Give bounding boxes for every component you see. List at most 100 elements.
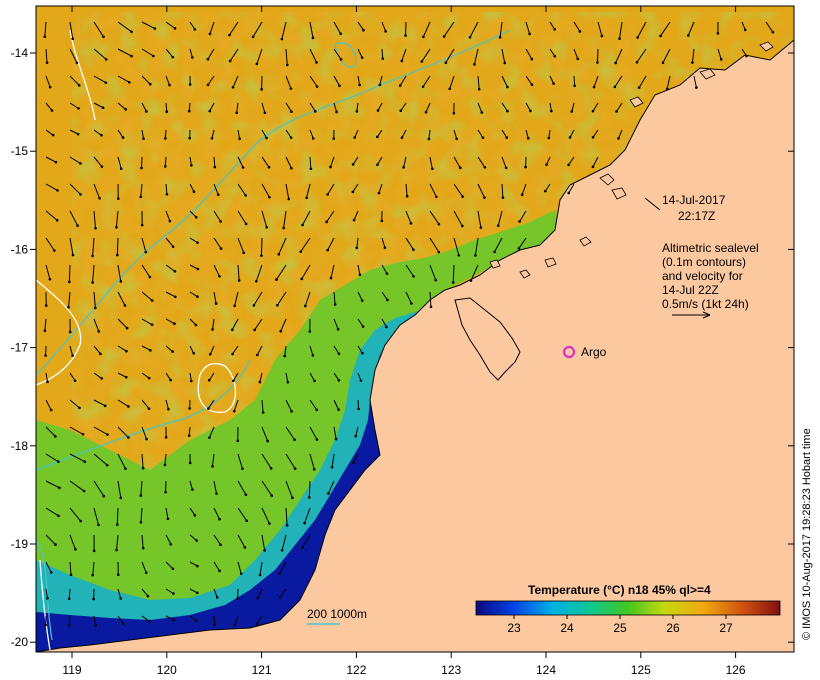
velocity-vector-head	[54, 435, 57, 438]
velocity-vector	[45, 183, 58, 191]
velocity-vector-head	[188, 461, 192, 465]
velocity-vector-head	[172, 618, 175, 622]
velocity-vector	[45, 264, 51, 280]
velocity-vector	[189, 372, 192, 382]
velocity-vector-head	[477, 87, 481, 91]
velocity-vector	[213, 507, 220, 520]
velocity-vector-head	[55, 218, 59, 222]
velocity-vector	[428, 129, 431, 140]
velocity-vector	[257, 588, 263, 599]
velocity-vector	[117, 372, 127, 378]
velocity-vector-head	[358, 83, 361, 87]
velocity-vector-head	[172, 592, 175, 595]
velocity-vector	[213, 480, 217, 494]
velocity-vector	[261, 453, 272, 469]
velocity-vector	[213, 615, 216, 625]
velocity-vector-head	[79, 162, 82, 165]
velocity-vector	[93, 129, 102, 136]
plot-frame	[35, 5, 795, 653]
velocity-vector	[213, 183, 219, 195]
velocity-vector	[355, 426, 359, 437]
velocity-vector-head	[127, 405, 130, 408]
velocity-vector	[253, 291, 263, 306]
velocity-vector-head	[289, 87, 293, 90]
velocity-vector	[687, 21, 695, 36]
velocity-vector-head	[378, 83, 382, 87]
velocity-vector-head	[381, 57, 385, 60]
velocity-vector	[255, 264, 263, 282]
velocity-vector-head	[277, 253, 281, 256]
velocity-vector-head	[216, 193, 220, 196]
velocity-vector-head	[97, 523, 100, 527]
velocity-vector-head	[309, 167, 313, 171]
velocity-vector-head	[150, 299, 154, 302]
velocity-vector	[422, 21, 431, 38]
velocity-vector	[549, 21, 556, 30]
velocity-vector	[117, 453, 126, 469]
velocity-vector	[356, 102, 359, 112]
velocity-vector	[261, 156, 270, 168]
velocity-vector	[501, 183, 504, 198]
velocity-vector-head	[618, 37, 621, 40]
velocity-vector-head	[614, 61, 617, 65]
velocity-vector	[276, 264, 287, 280]
velocity-vector-head	[333, 303, 337, 306]
velocity-vector-head	[49, 408, 53, 412]
velocity-vector	[141, 75, 151, 85]
velocity-vector-head	[145, 110, 148, 113]
velocity-vector	[357, 372, 362, 381]
velocity-vector-head	[399, 109, 403, 113]
velocity-vector-head	[455, 137, 458, 141]
velocity-vector-head	[337, 408, 340, 411]
velocity-vector-head	[255, 622, 259, 626]
velocity-vector	[92, 264, 95, 283]
velocity-vector	[232, 75, 239, 88]
velocity-vector	[117, 264, 122, 282]
velocity-vector-head	[543, 189, 547, 193]
velocity-vector	[357, 75, 361, 86]
velocity-vector-head	[76, 224, 79, 228]
velocity-vector	[141, 534, 144, 549]
velocity-vector	[189, 291, 198, 298]
velocity-vector-head	[206, 57, 210, 61]
velocity-vector	[285, 48, 288, 65]
velocity-vector	[352, 156, 359, 165]
velocity-vector-head	[479, 226, 483, 229]
velocity-vector-head	[76, 132, 80, 136]
velocity-vector	[207, 75, 215, 86]
velocity-vector	[117, 588, 122, 599]
velocity-vector	[237, 156, 244, 168]
velocity-vector-head	[386, 298, 389, 302]
velocity-vector	[281, 534, 287, 551]
velocity-vector-head	[79, 519, 82, 523]
velocity-vector	[93, 615, 97, 626]
velocity-vector-head	[191, 56, 194, 59]
velocity-vector-head	[354, 434, 357, 438]
argo-marker	[563, 346, 575, 358]
velocity-vector-head	[376, 163, 379, 166]
velocity-vector-head	[553, 28, 556, 31]
velocity-vector-head	[144, 250, 148, 254]
velocity-vector	[165, 615, 174, 621]
velocity-vector-head	[92, 597, 95, 601]
velocity-vector-head	[147, 376, 151, 380]
velocity-vector	[141, 426, 148, 440]
velocity-vector-head	[427, 137, 431, 141]
velocity-vector-head	[260, 254, 263, 257]
velocity-vector	[261, 534, 266, 551]
lon-tick-label: 125	[631, 663, 651, 677]
velocity-vector-head	[330, 465, 334, 469]
velocity-vector	[400, 102, 407, 112]
velocity-vector-head	[167, 407, 170, 411]
velocity-vector	[117, 156, 122, 169]
velocity-vector	[45, 561, 52, 573]
velocity-vector	[357, 21, 364, 31]
velocity-vector	[259, 561, 263, 575]
longitude-axis: 119 120 121 122 123 124 125 126	[62, 6, 746, 677]
velocity-vector	[117, 291, 126, 306]
velocity-vector-head	[125, 349, 128, 353]
velocity-vector-head	[528, 32, 531, 36]
velocity-vector-head	[44, 623, 47, 627]
velocity-vector-head	[91, 254, 94, 258]
velocity-vector	[285, 102, 292, 112]
